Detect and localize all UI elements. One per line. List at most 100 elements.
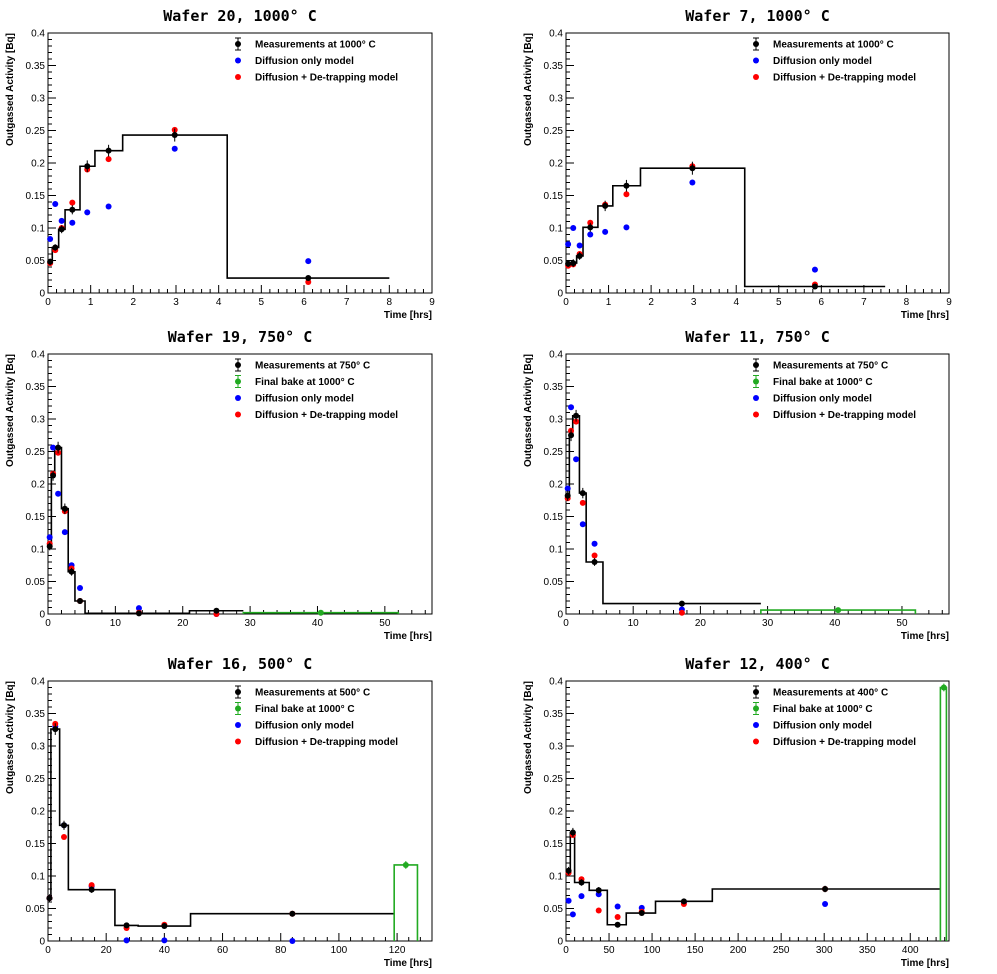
measurement-point — [69, 206, 76, 213]
x-tick-label: 350 — [859, 945, 876, 956]
x-tick-label: 2 — [648, 297, 654, 308]
x-tick-label: 50 — [896, 618, 908, 629]
diffusion-model-point — [578, 893, 585, 900]
x-tick-label: 400 — [902, 945, 919, 956]
legend-marker — [235, 378, 241, 385]
legend-marker — [235, 689, 241, 695]
y-tick-label: 0.35 — [544, 709, 564, 720]
diffusion-model-point — [565, 241, 572, 248]
y-tick-label: 0.25 — [26, 774, 46, 785]
legend-label: Diffusion + De-trapping model — [773, 73, 916, 84]
measurement-point — [680, 898, 687, 905]
y-tick-label: 0.15 — [544, 512, 564, 523]
plot-frame — [565, 353, 950, 615]
x-tick-label: 0 — [45, 297, 51, 308]
diffusion-model-point — [568, 404, 575, 411]
x-tick-label: 3 — [173, 297, 179, 308]
y-tick-label: 0.35 — [26, 709, 46, 720]
x-tick-label: 20 — [177, 618, 189, 629]
detrapping-model-point — [623, 191, 630, 198]
legend-marker — [753, 362, 759, 368]
measurement-histogram — [566, 167, 886, 288]
y-tick-label: 0 — [39, 610, 45, 621]
x-tick-label: 30 — [762, 618, 774, 629]
measurement-point — [52, 726, 59, 733]
final-bake-histogram — [393, 864, 419, 941]
measurement-point — [811, 283, 818, 290]
diffusion-model-point — [171, 145, 178, 152]
legend-marker — [235, 57, 241, 64]
diffusion-model-point — [61, 529, 68, 536]
diffusion-model-point — [573, 456, 580, 463]
y-tick-label: 0.25 — [544, 126, 564, 137]
measurement-point — [587, 224, 594, 231]
x-tick-label: 6 — [301, 297, 307, 308]
chart-title: Wafer 11, 750° C — [685, 328, 830, 346]
legend-marker — [235, 722, 241, 728]
measurement-point — [614, 921, 621, 928]
y-tick-label: 0.25 — [26, 447, 46, 458]
panel-2: Wafer 7, 1000° C 0 0.05 0.1 0.15 0.2 0.25 0.3 0.… — [523, 7, 952, 321]
x-tick-label: 4 — [733, 297, 739, 308]
measurement-histogram — [566, 414, 761, 605]
measurement-point — [576, 252, 583, 259]
panel-5: Wafer 16, 500° C 0 0.05 0.1 0.15 0.2 0.25 0.3 0.… — [5, 655, 433, 969]
legend-marker — [235, 395, 241, 401]
y-axis-label: Outgassed Activity [Bq] — [5, 354, 16, 467]
x-tick-label: 0 — [45, 618, 51, 629]
diffusion-model-point — [77, 585, 83, 591]
measurement-point — [578, 879, 585, 886]
x-axis-label: Time [hrs] — [384, 310, 432, 321]
legend-label: Final bake at 1000° C — [773, 704, 873, 715]
y-tick-label: 0.2 — [549, 480, 563, 491]
y-axis-label: Outgassed Activity [Bq] — [523, 354, 534, 467]
legend-marker — [235, 41, 241, 47]
y-tick-label: 0.4 — [549, 677, 563, 688]
y-axis-label: Outgassed Activity [Bq] — [523, 681, 534, 794]
x-tick-label: 60 — [217, 945, 229, 956]
diffusion-model-point — [614, 903, 621, 910]
detrapping-model-point — [591, 552, 598, 559]
measurement-point — [61, 505, 68, 512]
legend-marker — [753, 74, 759, 80]
y-tick-label: 0.35 — [544, 61, 564, 72]
legend-marker — [753, 41, 759, 47]
plot-frame — [47, 353, 433, 615]
legend-marker — [753, 57, 759, 64]
y-tick-label: 0.05 — [544, 256, 564, 267]
measurement-point — [689, 165, 696, 172]
y-axis-label: Outgassed Activity [Bq] — [5, 33, 16, 146]
y-tick-label: 0.05 — [26, 256, 46, 267]
detrapping-model-point — [678, 609, 685, 616]
x-tick-label: 200 — [730, 945, 747, 956]
y-tick-label: 0.15 — [26, 191, 46, 202]
y-tick-label: 0.05 — [544, 904, 564, 915]
legend-label: Diffusion + De-trapping model — [773, 410, 916, 421]
diffusion-model-point — [161, 937, 168, 944]
y-tick-label: 0.15 — [544, 191, 564, 202]
x-tick-label: 150 — [687, 945, 704, 956]
y-tick-label: 0.3 — [549, 742, 563, 753]
measurement-point — [55, 444, 62, 451]
panel-6: Wafer 12, 400° C 0 0.05 0.1 0.15 0.2 0.25 0.3 0.… — [523, 655, 950, 969]
measurement-point — [579, 490, 586, 497]
legend-marker — [753, 689, 759, 695]
diffusion-model-point — [822, 900, 829, 907]
x-tick-label: 7 — [344, 297, 350, 308]
final-bake-point — [317, 609, 324, 616]
measurement-point — [58, 226, 65, 233]
measurement-point — [565, 260, 572, 267]
measurement-point — [591, 559, 598, 565]
measurement-point — [105, 147, 112, 154]
detrapping-model-point — [88, 882, 95, 889]
y-tick-label: 0.1 — [31, 224, 45, 235]
legend-label: Diffusion only model — [255, 721, 354, 732]
x-tick-label: 4 — [216, 297, 222, 308]
diffusion-model-point — [47, 236, 54, 243]
measurement-point — [61, 822, 67, 829]
x-tick-label: 9 — [946, 297, 952, 308]
y-tick-label: 0.1 — [549, 224, 563, 235]
x-tick-label: 300 — [816, 945, 833, 956]
y-tick-label: 0.3 — [549, 415, 563, 426]
y-tick-label: 0.05 — [544, 577, 564, 588]
